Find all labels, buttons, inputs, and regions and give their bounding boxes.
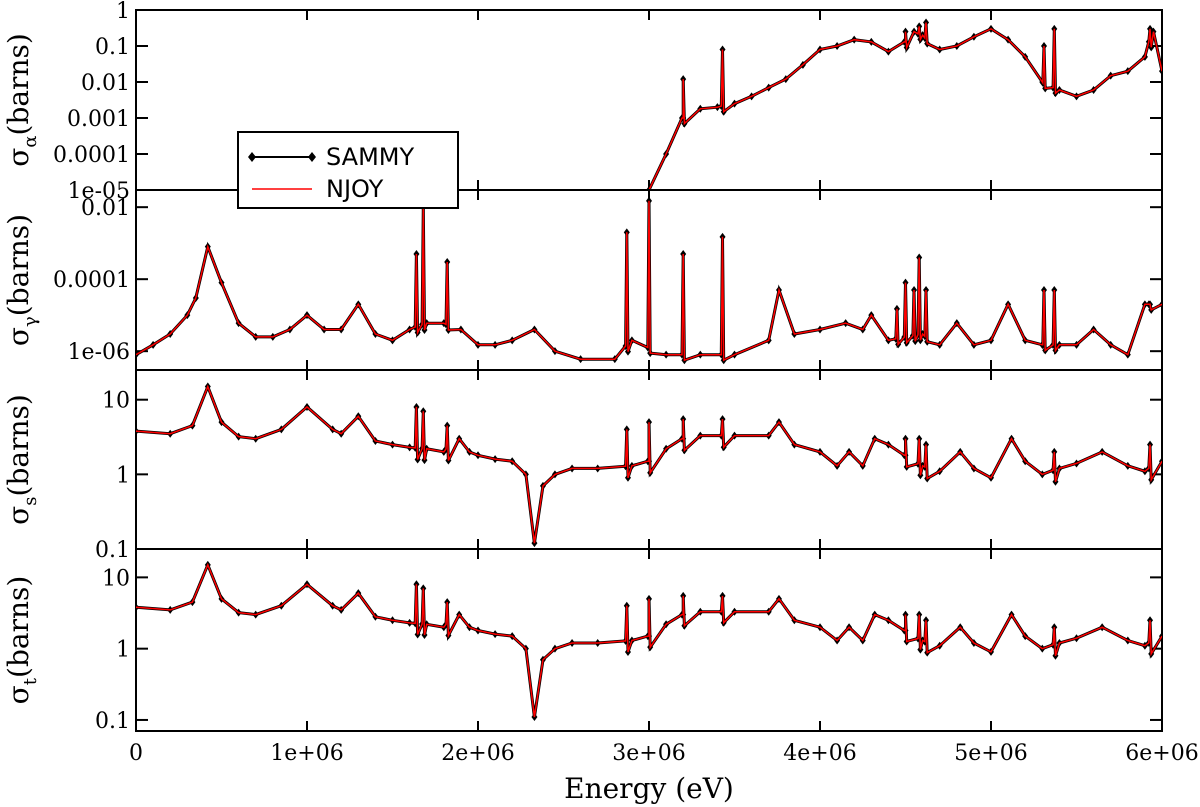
sammy-point (420, 407, 427, 416)
sammy-point (902, 278, 909, 287)
x-tick-label: 0 (129, 741, 143, 766)
y-axis-label-t: σt(barns) (2, 576, 41, 705)
x-axis-label: Energy (eV) (564, 772, 734, 805)
y-tick-label: 0.01 (81, 71, 130, 96)
legend-marker (248, 152, 256, 162)
sammy-point (413, 580, 420, 589)
legend-label-njoy: NJOY (326, 175, 384, 203)
y-tick-label: 0.0001 (53, 143, 130, 168)
panel-alpha: 1e-05 0.0001 0.001 0.01 0.1 1 σα(barns) (2, 0, 1163, 204)
y-tick-label: 1 (116, 463, 130, 488)
y-axis-label-gamma: σγ(barns) (2, 214, 41, 346)
series-njoy-line (136, 200, 1162, 362)
legend-box (237, 131, 459, 209)
x-tick-label: 3e+06 (612, 741, 685, 766)
x-tick-label: 1e+06 (270, 741, 343, 766)
legend-label-sammy: SAMMY (326, 143, 415, 171)
panel-t: 0.1 1 10 σt(barns) (2, 548, 1163, 734)
y-axis-label-alpha: σα(barns) (2, 33, 41, 167)
sammy-point (680, 591, 687, 600)
series-sammy-markers (136, 382, 1162, 548)
y-tick-label: 10 (102, 566, 130, 591)
series-njoy-line (648, 22, 1162, 190)
y-tick-label: 0.1 (95, 35, 130, 60)
y-tick-label: 1 (116, 0, 130, 24)
y-tick-label: 0.0001 (53, 268, 130, 293)
y-axis-label-s: σs(barns) (2, 394, 41, 525)
y-tick-label: 1 (116, 638, 130, 663)
series-njoy-line (136, 562, 1162, 718)
y-tick-label: 1e-05 (68, 179, 130, 204)
y-tick-label: 1e-06 (68, 340, 130, 365)
x-tick-label: 5e+06 (954, 741, 1027, 766)
panel-gamma: 1e-06 0.0001 0.01 σγ(barns) (2, 189, 1163, 371)
series-sammy-line (136, 560, 1162, 718)
y-tick-label: 0.01 (81, 196, 130, 221)
sammy-point (646, 418, 652, 427)
x-tick-label: 6e+06 (1125, 741, 1198, 766)
series-njoy-line (136, 384, 1162, 544)
y-tick-label: 0.1 (95, 709, 130, 734)
y-tick-label: 0.1 (95, 538, 130, 563)
x-tick-label: 2e+06 (441, 741, 514, 766)
legend-marker (308, 152, 316, 162)
y-tick-label: 0.001 (67, 107, 130, 132)
x-tick-label: 4e+06 (783, 741, 856, 766)
panel-s: 0.1 1 10 σs(barns) (2, 369, 1163, 563)
legend: SAMMY NJOY (237, 131, 459, 209)
y-tick-label: 10 (102, 389, 130, 414)
